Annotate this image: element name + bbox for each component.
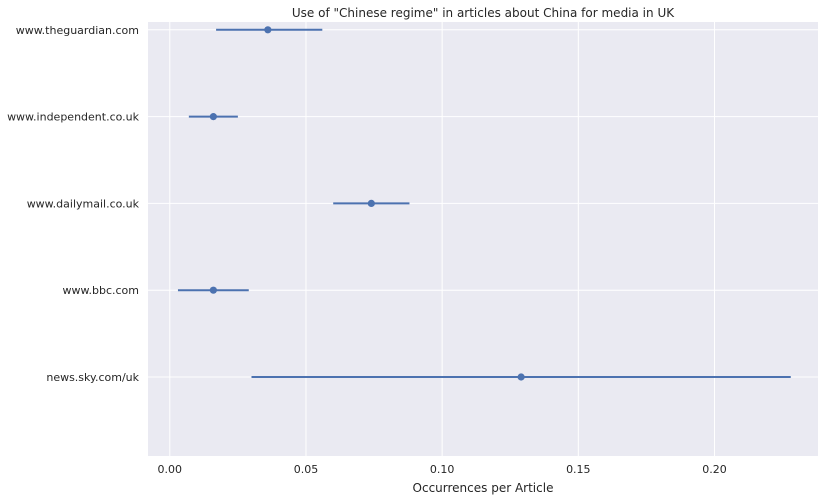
data-point [517,373,525,381]
x-axis-ticks: 0.00 0.05 0.10 0.15 0.20 [158,463,727,476]
data-point [367,199,375,208]
x-tick-label: 0.05 [294,463,319,476]
y-tick-label: www.bbc.com [63,284,139,297]
x-tick-label: 0.10 [430,463,455,476]
x-tick-label: 0.15 [566,463,591,476]
x-axis-label: Occurrences per Article [413,481,554,495]
x-tick-label: 0.00 [158,463,183,476]
data-marks [177,26,791,381]
plot-area [148,22,818,456]
data-point [209,286,217,294]
y-tick-label: www.dailymail.co.uk [27,197,140,210]
chart-title: Use of "Chinese regime" in articles abou… [292,6,675,20]
y-tick-label: www.independent.co.uk [7,111,140,124]
data-point [209,113,217,121]
y-tick-label: www.theguardian.com [16,24,139,37]
y-axis-ticks: www.theguardian.com www.independent.co.uk… [7,24,140,384]
x-tick-label: 0.20 [702,463,727,476]
data-point [264,26,272,34]
y-tick-label: news.sky.com/uk [46,371,139,384]
